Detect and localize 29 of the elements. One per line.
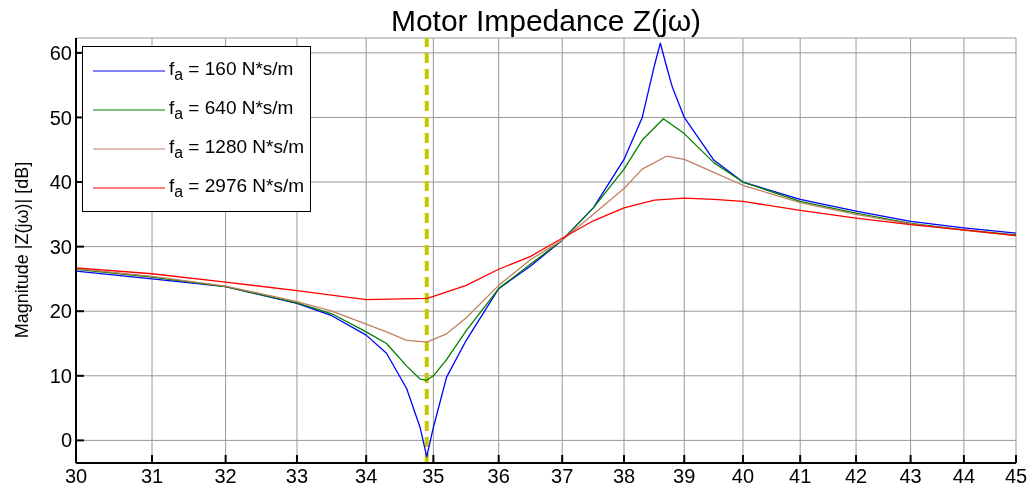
x-tick-label: 33	[285, 465, 309, 488]
legend-label: f$_{a}$ = 2976 N*s/m	[169, 174, 305, 201]
y-tick-label: 0	[60, 429, 72, 452]
y-tick-label: 10	[49, 364, 72, 387]
legend-label: f$_{a}$ = 640 N*s/m	[169, 96, 294, 123]
x-tick-label: 36	[487, 465, 510, 488]
y-tick-label: 20	[49, 300, 72, 323]
x-tick-label: 43	[899, 465, 922, 488]
x-tick-label: 32	[214, 465, 237, 488]
y-tick-label: 50	[49, 106, 72, 129]
x-tick-label: 40	[731, 465, 755, 488]
x-tick-label: 39	[673, 465, 696, 488]
x-tick-label: 30	[64, 465, 88, 488]
legend-label: f$_{a}$ = 1280 N*s/m	[169, 135, 305, 162]
x-tick-label: 34	[355, 465, 378, 488]
y-tick-label: 40	[49, 171, 72, 194]
chart-title: Motor Impedance Z(jω)	[389, 4, 703, 38]
legend-label: f$_{a}$ = 160 N*s/m	[169, 57, 294, 84]
x-tick-label: 45	[1004, 465, 1028, 488]
x-tick-label: 35	[422, 465, 445, 488]
x-tick-label: 44	[952, 465, 976, 488]
y-tick-label: 30	[49, 235, 72, 258]
x-tick-label: 31	[140, 465, 164, 488]
x-tick-label: 41	[789, 465, 812, 488]
y-tick-label: 60	[49, 41, 72, 64]
y-axis-title: Magnitude |Z(jω)| [dB]	[11, 161, 33, 339]
x-tick-label: 37	[551, 465, 574, 488]
x-tick-label: 42	[844, 465, 868, 488]
x-tick-label: 38	[612, 465, 636, 488]
